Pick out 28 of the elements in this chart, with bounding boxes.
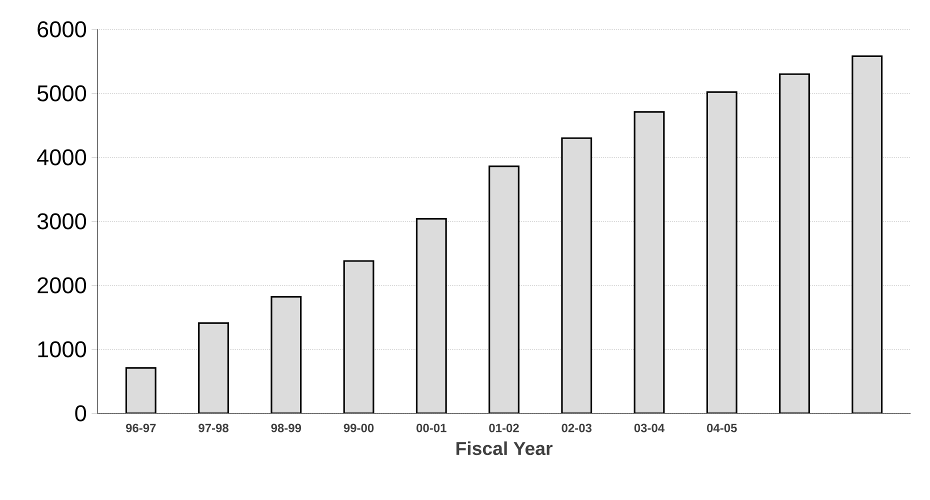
y-tick-label: 6000 xyxy=(38,21,86,38)
x-tick-label: 01-02 xyxy=(489,424,519,432)
y-tick-label: 1000 xyxy=(38,341,86,358)
x-tick-label: 97-98 xyxy=(198,424,229,432)
y-tick-label: 5000 xyxy=(37,85,86,102)
bar xyxy=(488,165,520,414)
x-tick-label: 02-03 xyxy=(562,424,592,432)
x-tick-label: 99-00 xyxy=(344,424,374,432)
bar xyxy=(270,296,302,414)
x-tick-label: 04-05 xyxy=(707,424,737,432)
bar xyxy=(125,367,156,414)
bar xyxy=(416,218,447,414)
bar xyxy=(779,73,810,414)
bar xyxy=(198,322,229,414)
bar xyxy=(706,91,738,414)
x-axis-title: Fiscal Year xyxy=(456,441,553,456)
bar xyxy=(634,111,665,414)
bar xyxy=(852,55,883,414)
x-tick-label: 03-04 xyxy=(634,424,665,432)
x-tick-label: 98-99 xyxy=(271,424,302,432)
x-tick-label: 96-97 xyxy=(126,424,156,432)
x-tick-label: 00-01 xyxy=(416,424,446,432)
y-tick-label: 4000 xyxy=(37,149,86,166)
bar xyxy=(343,260,374,414)
y-tick-label: 2000 xyxy=(38,277,86,294)
bar xyxy=(561,137,592,414)
y-tick-label: 3000 xyxy=(37,213,86,230)
y-tick-label: 0 xyxy=(75,405,86,422)
